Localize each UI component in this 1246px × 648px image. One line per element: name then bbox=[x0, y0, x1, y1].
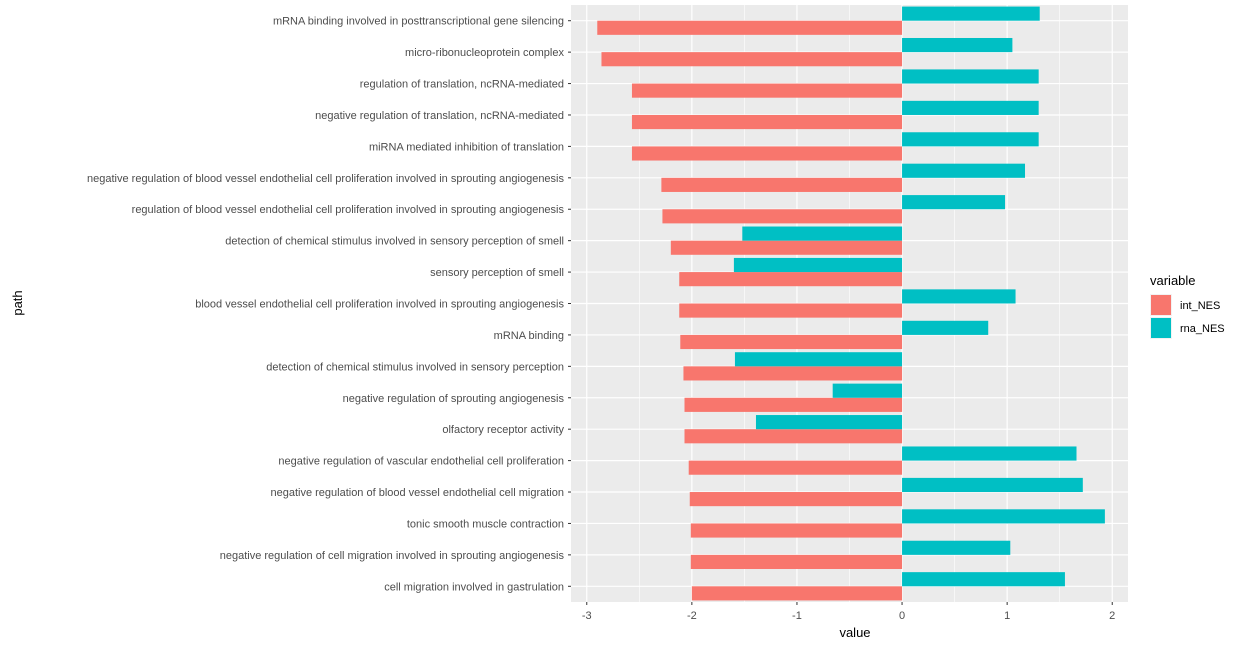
y-tick-label: negative regulation of blood vessel endo… bbox=[270, 487, 564, 499]
x-tick-label: -3 bbox=[582, 610, 592, 622]
legend-items: int_NES rna_NES bbox=[1150, 294, 1225, 339]
y-tick-label: micro-ribonucleoprotein complex bbox=[405, 47, 564, 59]
bar-int-nes bbox=[680, 334, 903, 350]
y-tick-label: negative regulation of vascular endothel… bbox=[278, 456, 564, 468]
x-tick-labels: -3 -2 -1 0 1 2 bbox=[582, 602, 1115, 622]
x-tick-label: -2 bbox=[687, 610, 697, 622]
y-tick-label: olfactory receptor activity bbox=[442, 424, 564, 436]
bar-int-nes bbox=[690, 523, 903, 538]
y-tick-label: negative regulation of cell migration in… bbox=[220, 550, 565, 562]
bar-rna-nes bbox=[902, 477, 1083, 493]
y-tick-label: detection of chemical stimulus involved … bbox=[225, 236, 564, 248]
bar-int-nes bbox=[684, 429, 903, 444]
bar-int-nes bbox=[631, 114, 903, 130]
bar-rna-nes bbox=[902, 195, 1006, 210]
bar-rna-nes bbox=[902, 509, 1105, 524]
y-tick-label: detection of chemical stimulus involved … bbox=[266, 361, 564, 373]
bar-int-nes bbox=[597, 20, 903, 35]
bar-int-nes bbox=[691, 586, 903, 601]
bars bbox=[597, 6, 1105, 601]
bar-rna-nes bbox=[902, 540, 1011, 555]
bar-int-nes bbox=[683, 366, 903, 381]
bar-rna-nes bbox=[742, 226, 903, 241]
y-tick-label: mRNA binding bbox=[494, 330, 564, 342]
bar-rna-nes bbox=[902, 132, 1039, 147]
y-tick-label: tonic smooth muscle contraction bbox=[407, 518, 564, 530]
bar-rna-nes bbox=[902, 6, 1040, 21]
y-tick-label: regulation of translation, ncRNA-mediate… bbox=[360, 79, 564, 91]
bar-int-nes bbox=[689, 492, 903, 507]
bar-int-nes bbox=[631, 83, 903, 98]
y-tick-label: negative regulation of blood vessel endo… bbox=[87, 173, 564, 185]
bar-rna-nes bbox=[755, 415, 903, 430]
bar-rna-nes bbox=[734, 352, 903, 367]
y-tick-labels: mRNA binding involved in posttranscripti… bbox=[87, 16, 571, 593]
bar-rna-nes bbox=[902, 289, 1016, 304]
y-tick-label: negative regulation of sprouting angioge… bbox=[343, 393, 565, 405]
bar-int-nes bbox=[688, 460, 903, 475]
x-tick-label: 1 bbox=[1004, 610, 1010, 622]
bar-int-nes bbox=[679, 303, 903, 318]
y-tick-label: sensory perception of smell bbox=[430, 267, 564, 279]
bar-int-nes bbox=[679, 272, 903, 287]
bar-rna-nes bbox=[902, 572, 1065, 587]
legend-label: rna_NES bbox=[1180, 323, 1225, 335]
y-tick-label: cell migration involved in gastrulation bbox=[384, 581, 564, 593]
bar-int-nes bbox=[690, 554, 903, 570]
y-tick-label: mRNA binding involved in posttranscripti… bbox=[273, 16, 564, 28]
x-tick-label: 0 bbox=[899, 610, 905, 622]
bar-rna-nes bbox=[902, 100, 1039, 115]
legend-title: variable bbox=[1150, 273, 1196, 288]
legend-swatch bbox=[1151, 295, 1171, 315]
y-axis-label: path bbox=[10, 290, 25, 315]
bar-rna-nes bbox=[832, 383, 903, 398]
bar-int-nes bbox=[684, 397, 903, 412]
legend: variable int_NES rna_NES bbox=[1150, 273, 1225, 339]
x-tick-label: 2 bbox=[1109, 610, 1115, 622]
bar-int-nes bbox=[670, 240, 903, 255]
y-tick-label: blood vessel endothelial cell proliferat… bbox=[195, 299, 564, 311]
bar-int-nes bbox=[631, 146, 903, 161]
bar-rna-nes bbox=[902, 37, 1013, 53]
bar-rna-nes bbox=[902, 320, 989, 335]
bar-rna-nes bbox=[902, 446, 1077, 461]
bar-int-nes bbox=[601, 52, 903, 67]
y-tick-label: miRNA mediated inhibition of translation bbox=[369, 141, 564, 153]
x-axis-label: value bbox=[839, 625, 870, 640]
legend-label: int_NES bbox=[1180, 300, 1220, 312]
bar-int-nes bbox=[661, 177, 903, 192]
bar-int-nes bbox=[662, 209, 903, 224]
legend-swatch bbox=[1151, 318, 1171, 338]
bar-rna-nes bbox=[733, 257, 903, 273]
y-tick-label: negative regulation of translation, ncRN… bbox=[315, 110, 564, 122]
y-tick-label: regulation of blood vessel endothelial c… bbox=[132, 204, 565, 216]
bar-rna-nes bbox=[902, 69, 1039, 84]
bar-rna-nes bbox=[902, 163, 1026, 178]
x-tick-label: -1 bbox=[792, 610, 802, 622]
